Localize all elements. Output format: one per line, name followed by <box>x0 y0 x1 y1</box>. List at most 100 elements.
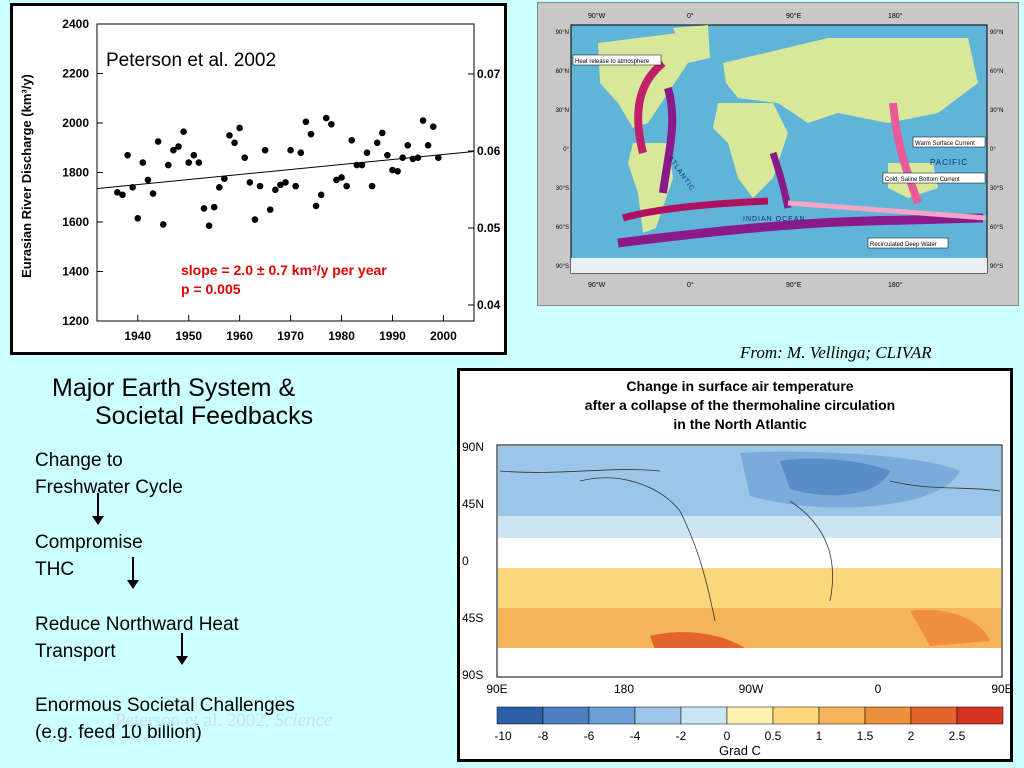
data-point <box>424 141 432 149</box>
warm-current-label: Warm Surface Current <box>915 141 975 147</box>
data-point <box>358 161 366 169</box>
author-annotation: Peterson et al. 2002 <box>106 50 276 71</box>
y-tick-label: 2000 <box>62 116 89 130</box>
trend-line <box>96 150 475 190</box>
down-arrow-icon <box>92 493 104 525</box>
warm-label-box <box>912 136 986 148</box>
map-lat-label-right: 90°N <box>990 30 1003 36</box>
coastline-africa <box>789 500 833 602</box>
data-point <box>200 205 208 212</box>
colorbar-tick-label: 2.5 <box>949 729 966 743</box>
data-point <box>328 120 335 128</box>
map-lat-label-left: 0° <box>563 147 569 153</box>
data-point <box>292 182 299 190</box>
x-tick-label: 1960 <box>226 329 253 343</box>
equator-neutral-band <box>498 538 1001 568</box>
greenland-landmass <box>673 25 710 63</box>
data-point <box>373 139 381 147</box>
eurasia-landmass <box>723 38 978 123</box>
data-point <box>287 146 294 154</box>
feedback-item-1: Change to Freshwater Cycle <box>35 447 183 501</box>
indian-deep-current <box>769 151 792 209</box>
data-point <box>419 117 427 124</box>
temp-lon-label: 90W <box>739 682 764 696</box>
y-tick-label: 2200 <box>62 67 89 81</box>
cooling-halo <box>740 451 960 508</box>
data-point <box>312 202 320 210</box>
right-tick-label: 0.07 <box>477 67 501 81</box>
coastline-eurasia <box>889 480 1001 492</box>
right-tick-label: 0.05 <box>477 221 501 235</box>
map-lat-label-left: 90°N <box>556 30 569 36</box>
data-point <box>154 138 162 145</box>
map-bottom-lon-1: 0° <box>687 281 694 289</box>
map-lat-label-right: 60°N <box>990 69 1003 75</box>
temp-lat-label: 90S <box>462 668 483 682</box>
data-point <box>185 159 193 166</box>
data-point <box>256 182 264 190</box>
coastline-americas <box>579 477 716 622</box>
colorbar-tick-label: -10 <box>494 729 512 743</box>
data-point <box>384 151 391 159</box>
atlantic-deep-current <box>659 86 677 194</box>
map-lat-label-left: 60°N <box>556 69 569 75</box>
data-point <box>302 118 310 126</box>
data-point <box>368 182 376 190</box>
feedback-item-2-line2: THC <box>35 559 75 580</box>
colorbar-tick-label: 2 <box>908 729 915 743</box>
data-point <box>114 189 121 196</box>
data-point <box>363 149 371 156</box>
data-point <box>297 149 305 156</box>
data-point <box>277 181 284 189</box>
data-point <box>322 114 330 122</box>
heat-label-box <box>572 54 662 66</box>
colorbar-tick-label: 1 <box>816 729 823 743</box>
colorbar-unit: Grad C <box>719 743 761 758</box>
recirculated-label: Recirculated Deep Water <box>870 242 937 248</box>
ocean-conveyor-map-panel: 90°W 0° 90°E 180° 90°W 0° 90°E 180° 90°N… <box>537 2 1019 306</box>
data-point <box>195 159 203 166</box>
recirc-label-box <box>867 237 949 249</box>
feedback-item-4-line2: (e.g. feed 10 billion) <box>35 722 202 743</box>
colorbar-swatch <box>496 706 544 725</box>
watermark-journal: Science <box>274 710 333 731</box>
antarctica-landmass <box>571 258 987 273</box>
y-tick-label: 1800 <box>62 166 89 180</box>
heading-line-1: Major Earth System & <box>52 374 296 402</box>
right-tick-label: 0.06 <box>477 144 501 158</box>
map-top-lon-3: 180° <box>888 12 903 20</box>
coastline-asia <box>499 469 661 473</box>
mid-north-band <box>498 516 1001 538</box>
heat-release-label: Heat release to atmosphere <box>575 59 650 65</box>
feedback-item-2-line1: Compromise <box>35 532 143 553</box>
feedback-item-1-line2: Freshwater Cycle <box>35 477 183 498</box>
cold-label-box <box>882 172 986 184</box>
data-point <box>215 184 223 191</box>
data-point <box>241 154 249 161</box>
map-lat-label-right: 30°N <box>990 108 1003 114</box>
data-point <box>165 161 172 169</box>
colorbar-swatch <box>542 706 590 725</box>
data-point <box>266 206 274 213</box>
colorbar-swatch <box>726 706 774 725</box>
data-point <box>134 214 142 222</box>
data-point <box>394 167 401 175</box>
x-tick-label: 1980 <box>328 329 355 343</box>
indian-ocean-label: INDIAN OCEAN <box>743 216 806 223</box>
heading-line-2: Societal Feedbacks <box>95 402 314 430</box>
data-point <box>282 179 289 186</box>
data-point <box>343 182 350 190</box>
temp-lon-label: 90E <box>991 682 1010 696</box>
colorbar-tick-label: -6 <box>584 729 595 743</box>
colorbar-tick-label: 0.5 <box>765 729 782 743</box>
data-point <box>205 222 213 230</box>
data-point <box>414 154 422 161</box>
colorbar-tick-label: 1.5 <box>857 729 874 743</box>
data-point <box>149 190 157 197</box>
image-credit: From: M. Vellinga; CLIVAR <box>740 343 932 362</box>
cold-current-label: Cold, Saline Bottom Current <box>885 177 960 183</box>
data-point <box>124 151 131 159</box>
colorbar-swatch <box>588 706 636 725</box>
temp-lat-label: 45N <box>462 497 484 511</box>
y-tick-label: 1600 <box>62 215 89 229</box>
